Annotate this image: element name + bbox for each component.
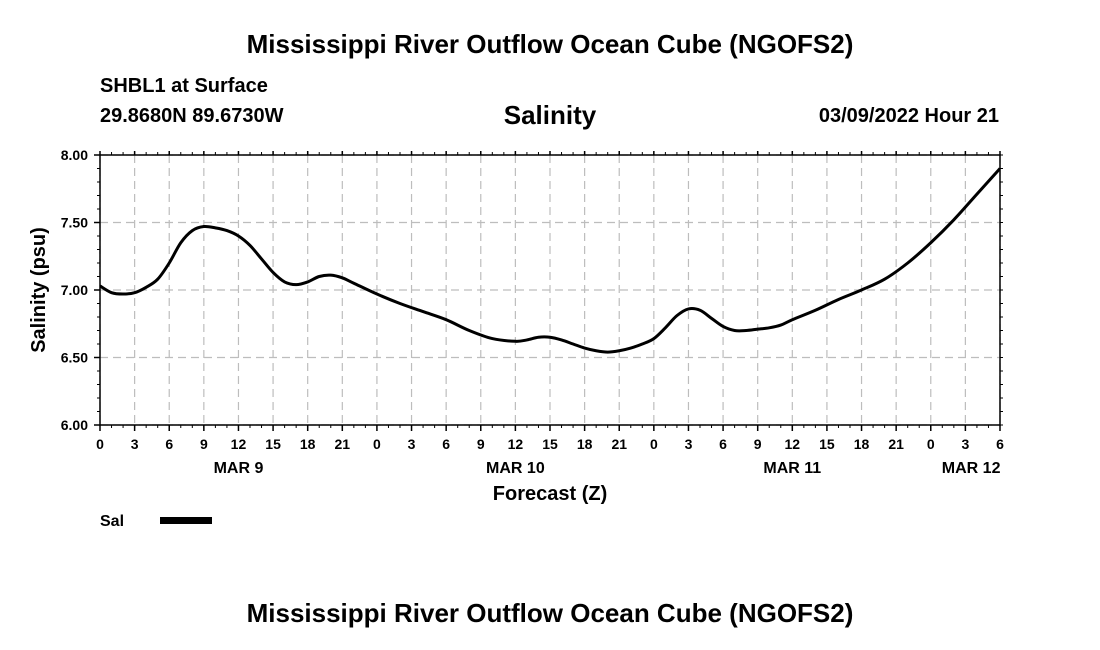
x-tick-label: 3	[408, 436, 416, 452]
axis-labels: 6.00 6.50 7.00 7.50 8.00 0 3 6 9 12 15 18 21 0 3 6 9 12 15…	[61, 147, 1004, 477]
y-tick-label: 6.00	[61, 417, 88, 433]
x-tick-label: 3	[131, 436, 139, 452]
day-label: MAR 12	[942, 460, 1001, 477]
chart-main-title: Mississippi River Outflow Ocean Cube (NG…	[246, 29, 854, 59]
x-axis-label: Forecast (Z)	[493, 483, 607, 505]
x-tick-label: 18	[577, 436, 593, 452]
x-tick-label: 9	[754, 436, 762, 452]
x-tick-label: 9	[200, 436, 208, 452]
x-tick-label: 0	[96, 436, 104, 452]
x-tick-label: 0	[927, 436, 935, 452]
x-tick-label: 0	[650, 436, 658, 452]
plot-frame	[99, 154, 1001, 426]
x-tick-label: 15	[542, 436, 558, 452]
x-tick-label: 9	[477, 436, 485, 452]
x-tick-label: 6	[442, 436, 450, 452]
x-tick-label: 21	[888, 436, 904, 452]
x-tick-label: 15	[819, 436, 835, 452]
axis-ticks	[94, 151, 1003, 431]
station-name: SHBL1 at Surface	[100, 75, 268, 97]
x-tick-label: 12	[785, 436, 801, 452]
x-tick-label: 12	[231, 436, 247, 452]
day-label: MAR 9	[214, 460, 264, 477]
day-label: MAR 11	[763, 460, 821, 477]
x-tick-label: 3	[961, 436, 969, 452]
series-line-sal	[100, 167, 1000, 354]
y-tick-label: 7.00	[61, 282, 88, 298]
x-tick-label: 21	[335, 436, 351, 452]
x-tick-label: 18	[300, 436, 316, 452]
x-tick-label: 6	[165, 436, 173, 452]
x-tick-label: 6	[996, 436, 1004, 452]
y-tick-label: 6.50	[61, 350, 88, 366]
y-tick-label: 8.00	[61, 147, 88, 163]
chart-variable-title: Salinity	[503, 100, 597, 130]
footer-title: Mississippi River Outflow Ocean Cube (NG…	[246, 598, 854, 628]
x-tick-label: 0	[373, 436, 381, 452]
x-tick-label: 21	[611, 436, 627, 452]
x-tick-label: 12	[508, 436, 524, 452]
x-tick-label: 15	[265, 436, 281, 452]
y-tick-label: 7.50	[61, 215, 88, 231]
x-tick-label: 6	[719, 436, 727, 452]
legend-swatch-sal	[160, 517, 212, 524]
legend-label-sal: Sal	[100, 513, 124, 530]
y-axis-label: Salinity (psu)	[28, 227, 50, 353]
day-label: MAR 10	[486, 460, 545, 477]
forecast-datetime: 03/09/2022 Hour 21	[818, 105, 999, 127]
x-tick-label: 3	[685, 436, 693, 452]
station-coordinates: 29.8680N 89.6730W	[100, 105, 284, 127]
x-tick-label: 18	[854, 436, 870, 452]
